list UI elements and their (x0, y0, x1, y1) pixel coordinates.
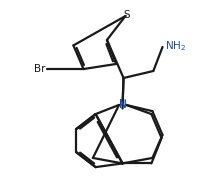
Text: S: S (123, 10, 130, 20)
Text: NH$_2$: NH$_2$ (165, 39, 187, 53)
Text: Br: Br (34, 64, 46, 74)
Text: N: N (119, 100, 126, 110)
Text: N: N (119, 99, 126, 109)
